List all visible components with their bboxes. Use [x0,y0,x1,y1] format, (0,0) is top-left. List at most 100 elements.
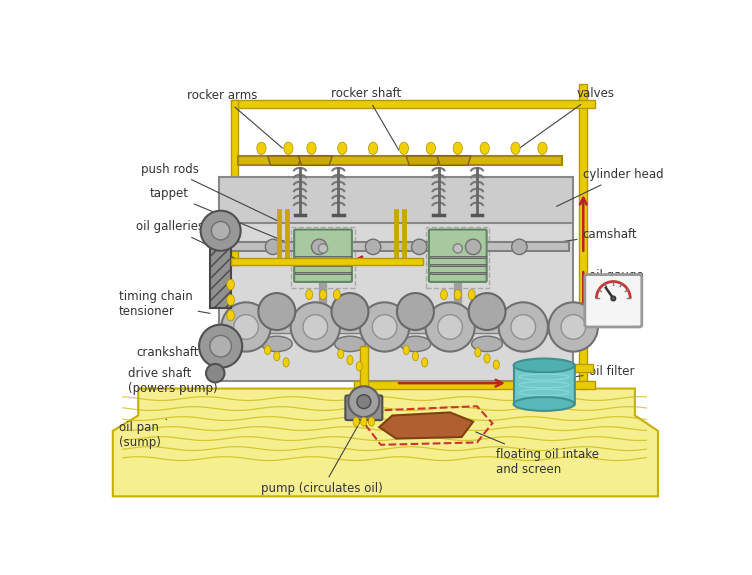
Bar [573,364,593,371]
Ellipse shape [514,397,575,411]
Ellipse shape [368,417,374,426]
Text: push rods: push rods [141,163,280,222]
Bar [231,100,595,108]
Polygon shape [406,156,440,165]
Bar [296,256,350,258]
Bar [292,227,355,289]
Circle shape [453,244,462,253]
FancyBboxPatch shape [345,396,382,420]
Polygon shape [437,156,471,165]
Ellipse shape [422,358,428,367]
Circle shape [611,296,616,301]
Ellipse shape [538,142,547,155]
Ellipse shape [465,239,481,255]
Circle shape [426,302,475,351]
Ellipse shape [426,142,435,155]
Bar [219,215,573,381]
Bar [296,271,350,274]
Ellipse shape [338,142,347,155]
Ellipse shape [356,362,362,371]
Circle shape [234,315,259,339]
Bar [238,156,562,165]
FancyBboxPatch shape [294,229,352,282]
Bar [219,177,573,223]
Circle shape [199,325,242,368]
Ellipse shape [453,142,462,155]
Ellipse shape [365,239,381,255]
Circle shape [332,293,368,330]
Circle shape [221,302,271,351]
Bar [430,271,486,274]
Polygon shape [268,156,302,165]
Text: camshaft: camshaft [545,228,637,244]
Circle shape [211,221,230,240]
Ellipse shape [454,290,461,300]
Ellipse shape [399,142,408,155]
Ellipse shape [283,358,290,367]
Polygon shape [299,156,332,165]
Text: floating oil intake
and screen: floating oil intake and screen [476,432,599,476]
Text: oil filter: oil filter [576,365,634,378]
Circle shape [438,315,462,339]
Bar [580,85,587,389]
Ellipse shape [227,310,235,321]
Bar [360,346,368,389]
Circle shape [210,335,232,357]
Text: rocker shaft: rocker shaft [331,87,401,150]
Bar [430,256,486,258]
Circle shape [360,302,409,351]
Text: drive shaft
(powers pump): drive shaft (powers pump) [129,367,223,395]
Text: cylinder head: cylinder head [556,168,663,206]
Ellipse shape [274,351,280,361]
Ellipse shape [511,142,520,155]
Circle shape [259,293,296,330]
Bar [238,321,581,333]
Ellipse shape [262,336,293,351]
Ellipse shape [441,290,447,300]
Bar [354,381,595,389]
Ellipse shape [412,351,419,361]
Polygon shape [113,389,658,496]
Ellipse shape [353,417,359,426]
Ellipse shape [347,355,353,365]
FancyBboxPatch shape [514,364,575,405]
Circle shape [201,210,241,251]
Bar [426,227,490,289]
Ellipse shape [338,349,344,359]
Ellipse shape [227,294,235,305]
Text: tappet: tappet [150,187,284,241]
Text: oil pan
(sump): oil pan (sump) [119,419,167,449]
Ellipse shape [265,346,271,355]
Ellipse shape [284,142,293,155]
Ellipse shape [403,346,409,355]
Ellipse shape [311,239,327,255]
Ellipse shape [472,336,502,351]
Ellipse shape [493,360,499,369]
Ellipse shape [475,348,481,357]
Bar [231,242,569,251]
Ellipse shape [514,359,575,373]
Ellipse shape [480,142,490,155]
Ellipse shape [484,354,490,363]
Circle shape [397,293,434,330]
Text: rocker arms: rocker arms [186,90,283,148]
Bar [231,100,238,265]
Ellipse shape [368,142,378,155]
Ellipse shape [400,336,431,351]
FancyBboxPatch shape [429,229,487,282]
Circle shape [549,302,598,351]
Text: oil galleries: oil galleries [136,220,236,259]
Text: oil gauge: oil gauge [589,269,643,282]
Polygon shape [379,412,473,439]
Ellipse shape [257,142,266,155]
Ellipse shape [361,417,367,426]
Ellipse shape [227,279,235,290]
Circle shape [561,315,586,339]
Bar [430,264,486,266]
Ellipse shape [511,239,527,255]
Ellipse shape [306,290,313,300]
Circle shape [291,302,340,351]
Bar [210,219,232,308]
Circle shape [348,386,379,417]
Circle shape [499,302,548,351]
